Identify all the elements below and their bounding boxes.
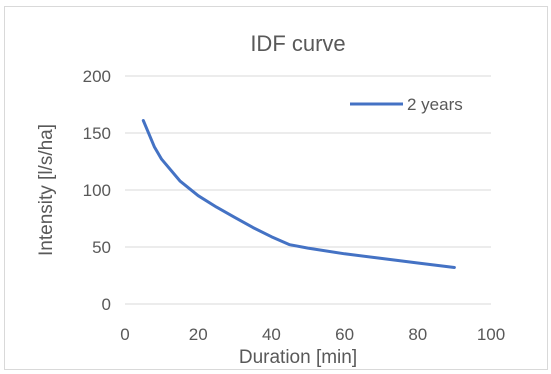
- chart-title: IDF curve: [250, 31, 345, 56]
- y-tick-label: 150: [83, 124, 111, 143]
- legend-label-2-years: 2 years: [407, 95, 463, 114]
- legend: 2 years: [350, 95, 463, 114]
- y-tick-label: 200: [83, 67, 111, 86]
- x-axis-label: Duration [min]: [239, 347, 357, 368]
- x-tick-label: 0: [120, 325, 129, 344]
- x-tick-label: 20: [189, 325, 208, 344]
- series-line-0: [141, 119, 456, 269]
- y-tick-labels: 0 50 100 150 200: [83, 67, 111, 314]
- x-tick-label: 60: [335, 325, 354, 344]
- series-group: [141, 119, 456, 269]
- x-tick-labels: 0 20 40 60 80 100: [120, 325, 505, 344]
- y-tick-label: 100: [83, 181, 111, 200]
- y-tick-label: 0: [102, 295, 111, 314]
- y-tick-label: 50: [92, 238, 111, 257]
- x-tick-label: 80: [408, 325, 427, 344]
- y-axis-label: Intensity [l/s/ha]: [36, 124, 57, 256]
- x-tick-label: 100: [477, 325, 505, 344]
- x-tick-label: 40: [262, 325, 281, 344]
- chart-area: [4, 6, 548, 370]
